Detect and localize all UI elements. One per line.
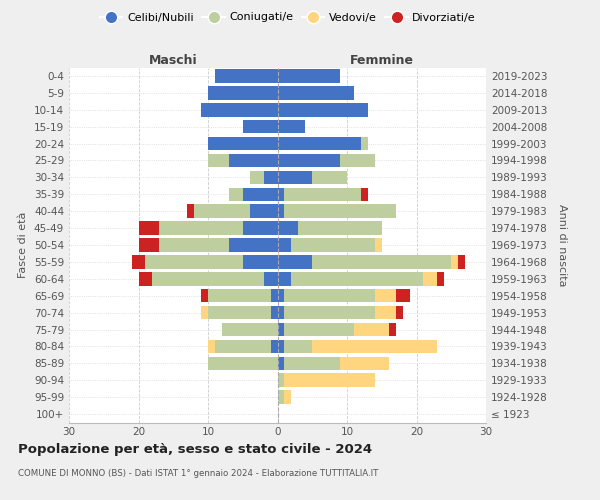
- Bar: [277, 86, 354, 100]
- Bar: [451, 255, 458, 268]
- Bar: [250, 204, 277, 218]
- Bar: [340, 356, 389, 370]
- Bar: [284, 390, 292, 404]
- Bar: [152, 272, 263, 285]
- Bar: [243, 222, 277, 235]
- Text: Femmine: Femmine: [350, 54, 414, 68]
- Bar: [277, 272, 292, 285]
- Bar: [277, 374, 284, 387]
- Bar: [215, 340, 271, 353]
- Bar: [395, 289, 410, 302]
- Bar: [263, 170, 277, 184]
- Bar: [292, 272, 424, 285]
- Bar: [208, 340, 215, 353]
- Bar: [277, 170, 312, 184]
- Bar: [277, 120, 305, 134]
- Bar: [437, 272, 444, 285]
- Bar: [243, 120, 277, 134]
- Bar: [229, 154, 277, 167]
- Bar: [375, 289, 395, 302]
- Bar: [284, 306, 375, 320]
- Bar: [292, 238, 375, 252]
- Bar: [277, 390, 284, 404]
- Bar: [389, 323, 395, 336]
- Bar: [284, 188, 361, 201]
- Bar: [277, 340, 284, 353]
- Bar: [277, 204, 284, 218]
- Legend: Celibi/Nubili, Coniugati/e, Vedovi/e, Divorziati/e: Celibi/Nubili, Coniugati/e, Vedovi/e, Di…: [96, 8, 480, 27]
- Bar: [395, 306, 403, 320]
- Bar: [284, 289, 375, 302]
- Bar: [271, 289, 277, 302]
- Bar: [277, 255, 312, 268]
- Bar: [298, 222, 382, 235]
- Bar: [277, 222, 298, 235]
- Bar: [215, 69, 277, 82]
- Bar: [312, 255, 451, 268]
- Bar: [263, 272, 277, 285]
- Bar: [458, 255, 465, 268]
- Bar: [277, 103, 368, 117]
- Bar: [277, 289, 284, 302]
- Bar: [284, 340, 312, 353]
- Bar: [361, 188, 368, 201]
- Bar: [208, 154, 229, 167]
- Bar: [194, 204, 250, 218]
- Y-axis label: Fasce di età: Fasce di età: [19, 212, 28, 278]
- Bar: [208, 306, 271, 320]
- Y-axis label: Anni di nascita: Anni di nascita: [557, 204, 567, 286]
- Bar: [139, 238, 160, 252]
- Bar: [229, 188, 243, 201]
- Bar: [354, 323, 389, 336]
- Bar: [187, 204, 194, 218]
- Bar: [208, 356, 277, 370]
- Bar: [340, 154, 375, 167]
- Bar: [277, 188, 284, 201]
- Bar: [424, 272, 437, 285]
- Bar: [139, 222, 160, 235]
- Bar: [271, 340, 277, 353]
- Bar: [375, 306, 395, 320]
- Bar: [243, 188, 277, 201]
- Bar: [201, 306, 208, 320]
- Bar: [243, 255, 277, 268]
- Bar: [139, 272, 152, 285]
- Bar: [160, 238, 229, 252]
- Bar: [312, 170, 347, 184]
- Bar: [271, 306, 277, 320]
- Bar: [277, 154, 340, 167]
- Bar: [312, 340, 437, 353]
- Bar: [284, 374, 375, 387]
- Bar: [160, 222, 243, 235]
- Bar: [277, 238, 292, 252]
- Bar: [208, 137, 277, 150]
- Bar: [208, 289, 271, 302]
- Text: Maschi: Maschi: [149, 54, 197, 68]
- Bar: [375, 238, 382, 252]
- Bar: [208, 86, 277, 100]
- Bar: [201, 289, 208, 302]
- Bar: [201, 103, 277, 117]
- Bar: [222, 323, 277, 336]
- Bar: [229, 238, 277, 252]
- Bar: [131, 255, 145, 268]
- Bar: [277, 69, 340, 82]
- Text: Popolazione per età, sesso e stato civile - 2024: Popolazione per età, sesso e stato civil…: [18, 442, 372, 456]
- Bar: [277, 356, 284, 370]
- Bar: [145, 255, 243, 268]
- Bar: [284, 323, 354, 336]
- Bar: [277, 137, 361, 150]
- Bar: [277, 306, 284, 320]
- Bar: [284, 204, 395, 218]
- Bar: [277, 323, 284, 336]
- Bar: [361, 137, 368, 150]
- Text: COMUNE DI MONNO (BS) - Dati ISTAT 1° gennaio 2024 - Elaborazione TUTTITALIA.IT: COMUNE DI MONNO (BS) - Dati ISTAT 1° gen…: [18, 469, 379, 478]
- Bar: [250, 170, 263, 184]
- Bar: [284, 356, 340, 370]
